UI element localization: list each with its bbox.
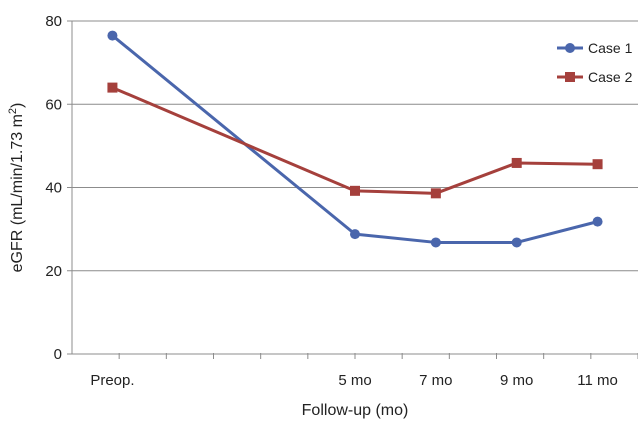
y-tick-label: 0: [54, 346, 62, 363]
legend-item: Case 2: [557, 69, 633, 85]
y-tick-label: 20: [45, 263, 62, 280]
data-point: [107, 30, 118, 41]
data-point: [592, 216, 603, 227]
x-tick-label: 5 mo: [338, 372, 371, 389]
x-tick-label: 7 mo: [419, 372, 452, 389]
legend: Case 1 Case 2: [557, 40, 633, 85]
gridlines: [72, 20, 638, 272]
y-tick-label: 40: [45, 180, 62, 197]
legend-swatch-marker: [565, 72, 575, 82]
legend-swatch-marker: [565, 43, 575, 53]
series-line: [111, 34, 598, 244]
data-point: [430, 237, 441, 248]
x-tick-label: Preop.: [90, 372, 134, 389]
y-axis-title-close: ): [9, 103, 26, 108]
y-tick-label: 60: [45, 96, 62, 113]
data-point: [350, 229, 360, 240]
series-2: [107, 82, 603, 199]
data-point: [592, 159, 603, 170]
series: [107, 30, 603, 248]
axes: 0 20 40 60 80 Preop. 5 mo 7 mo 9 mo 11 mo: [45, 13, 638, 389]
y-axis-title: eGFR (mL/min/1.73 m2): [7, 103, 26, 273]
legend-label: Case 2: [588, 69, 633, 85]
x-tick-label: 11 mo: [577, 372, 618, 389]
y-axis-title-main: eGFR (mL/min/1.73 m: [9, 114, 26, 272]
data-point: [350, 185, 360, 196]
series-1: [107, 30, 603, 248]
legend-item: Case 1: [557, 40, 633, 56]
data-point: [511, 237, 522, 248]
x-axis-title: Follow-up (mo): [302, 402, 409, 419]
y-tick-label: 80: [45, 13, 62, 30]
series-line: [111, 86, 598, 195]
data-point: [511, 157, 522, 168]
y-axis-title-superscript: 2: [7, 108, 19, 114]
data-point: [430, 188, 441, 199]
x-tick-label: 9 mo: [500, 372, 533, 389]
data-point: [107, 82, 118, 93]
legend-label: Case 1: [588, 40, 633, 56]
